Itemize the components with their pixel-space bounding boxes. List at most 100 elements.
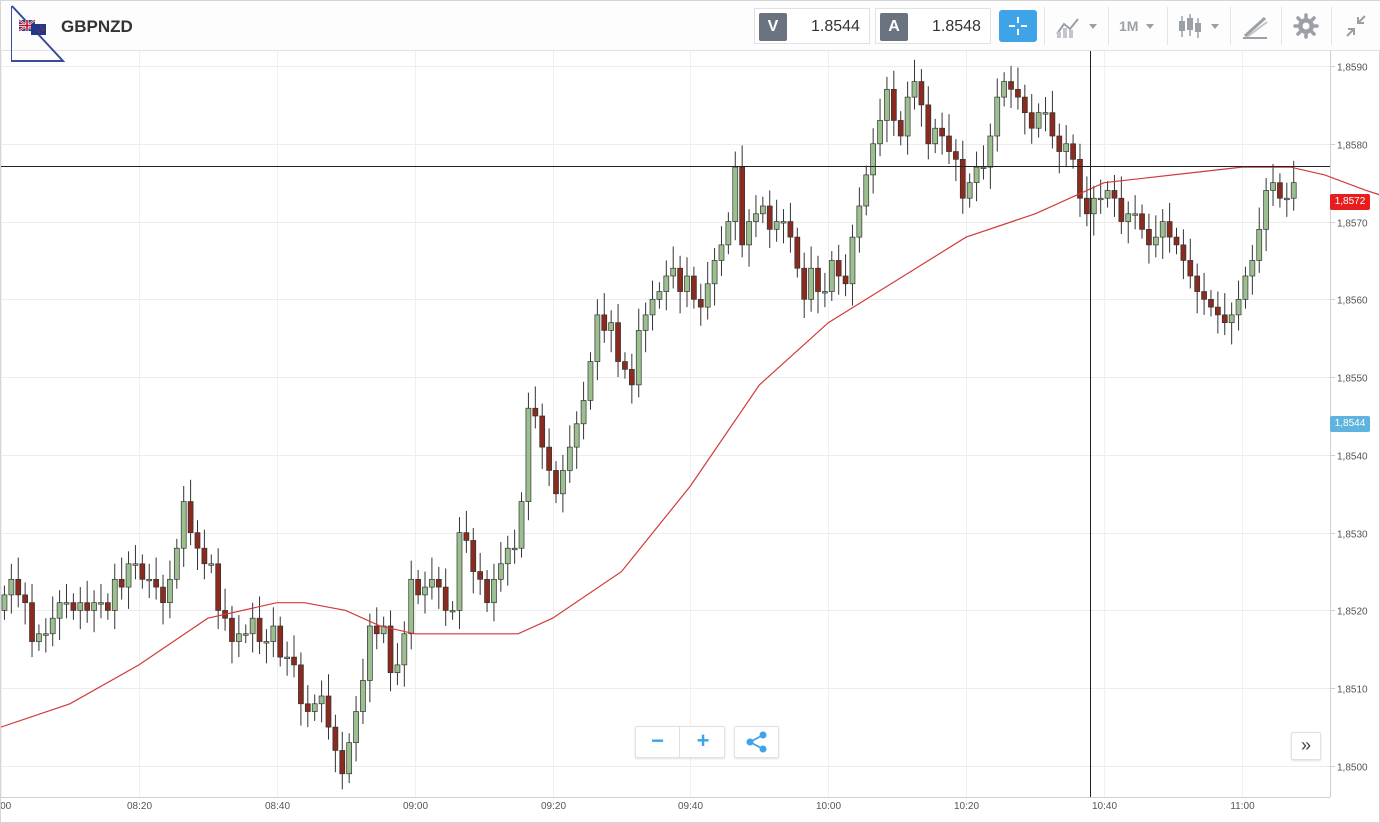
candle-up — [346, 742, 353, 775]
collapse-button[interactable] — [1339, 10, 1373, 42]
candle-up — [1132, 213, 1138, 216]
candle-down — [1118, 197, 1125, 222]
toolbar-divider — [1044, 7, 1045, 45]
candle-down — [160, 586, 166, 604]
settings-button[interactable] — [1289, 10, 1323, 42]
candle-up — [884, 88, 890, 121]
candle-down — [1173, 236, 1180, 246]
candle-down — [539, 415, 546, 448]
time-tick-label: 08:20 — [127, 801, 152, 812]
price-tick-label: 1,8520 — [1337, 607, 1368, 618]
instrument-symbol[interactable]: GBPNZD — [61, 17, 133, 36]
candle-down — [1084, 197, 1090, 215]
candle-up — [573, 423, 580, 448]
candle-up — [773, 221, 780, 230]
time-tick-label: 09:20 — [541, 801, 566, 812]
candle-down — [435, 578, 442, 588]
candle-up — [635, 330, 642, 386]
candle-down — [691, 275, 697, 300]
candle-up — [594, 314, 601, 362]
price-tick-label: 1,8540 — [1337, 452, 1368, 463]
moving-average-line — [1, 166, 1379, 728]
candle-down — [890, 88, 897, 121]
candle-down — [1139, 213, 1145, 230]
candle-down — [484, 578, 490, 604]
candle-up — [746, 221, 752, 246]
candle-down — [622, 361, 628, 370]
candle-down — [15, 578, 22, 596]
candle-down — [918, 81, 925, 106]
candle-up — [353, 711, 359, 744]
candle-up — [1290, 182, 1297, 199]
price-tick-label: 1,8550 — [1337, 374, 1368, 385]
candle-down — [256, 617, 263, 642]
candle-up — [994, 96, 1001, 137]
candle-up — [311, 703, 318, 712]
candle-down — [1028, 112, 1035, 129]
candle-down — [332, 726, 339, 751]
candle-up — [208, 563, 215, 566]
candle-up — [704, 283, 711, 308]
candle-up — [511, 547, 518, 551]
candle-up — [49, 617, 56, 635]
candle-down — [1201, 291, 1207, 300]
candle-up — [497, 563, 504, 580]
share-button[interactable] — [734, 726, 779, 758]
candle-up — [587, 361, 594, 401]
candle-up — [1159, 221, 1166, 238]
candle-down — [1194, 275, 1201, 292]
candle-up — [642, 314, 649, 331]
candle-style-button[interactable] — [1175, 10, 1225, 42]
candle-up — [167, 578, 173, 604]
chevron-down-icon — [1146, 24, 1154, 29]
candle-down — [29, 602, 35, 642]
candle-down — [215, 563, 222, 611]
candle-down — [153, 578, 159, 588]
time-tick-label: 08:40 — [265, 801, 290, 812]
candle-down — [1008, 81, 1014, 90]
candle-down — [697, 298, 704, 308]
candle-up — [718, 244, 725, 261]
candle-up — [966, 182, 973, 199]
candle-down — [1056, 135, 1063, 152]
candle-up — [8, 578, 15, 596]
candle-up — [408, 578, 415, 635]
gear-icon — [1293, 13, 1319, 39]
sell-quote-button[interactable]: V 1.8544 — [754, 8, 870, 44]
candle-up — [456, 532, 463, 611]
candle-up — [1097, 197, 1104, 201]
candle-down — [532, 407, 539, 417]
buy-quote-button[interactable]: A 1.8548 — [875, 8, 991, 44]
candle-up — [759, 205, 766, 215]
candle-up — [980, 166, 987, 169]
chart-grid — [1, 51, 1330, 797]
current-price-tag: 1,8572 — [1330, 194, 1370, 210]
toolbar-divider — [1281, 7, 1282, 45]
candle-up — [828, 260, 835, 292]
zoom-in-button[interactable]: + — [696, 728, 710, 753]
price-tick-label: 1,8580 — [1337, 141, 1368, 152]
crosshair-button[interactable] — [999, 10, 1037, 42]
timeframe-selector[interactable]: 1M — [1113, 10, 1163, 42]
candle-down — [925, 104, 932, 145]
candle-up — [491, 578, 497, 604]
bid-price-tag: 1,8544 — [1330, 416, 1370, 432]
candle-down — [187, 501, 194, 534]
drawing-tools-button[interactable] — [1239, 10, 1273, 42]
candle-down — [842, 275, 849, 285]
candle-up — [1256, 228, 1263, 261]
candle-down — [194, 532, 201, 549]
candle-up — [670, 267, 677, 277]
candle-down — [84, 602, 91, 611]
candle-down — [105, 602, 111, 611]
candle-up — [732, 166, 739, 222]
time-tick-label: 8:00 — [1, 801, 12, 812]
price-chart[interactable]: 1,8590 1,8580 1,8570 1,8560 1,8550 1,8540 1,85… — [1, 51, 1379, 823]
candle-up — [318, 695, 325, 705]
candle-down — [463, 532, 470, 541]
zoom-out-button[interactable]: − — [636, 727, 680, 757]
candle-down — [677, 267, 683, 292]
chart-type-button[interactable] — [1053, 10, 1103, 42]
candle-up — [566, 446, 573, 471]
scroll-to-end-button[interactable]: » — [1291, 732, 1321, 760]
